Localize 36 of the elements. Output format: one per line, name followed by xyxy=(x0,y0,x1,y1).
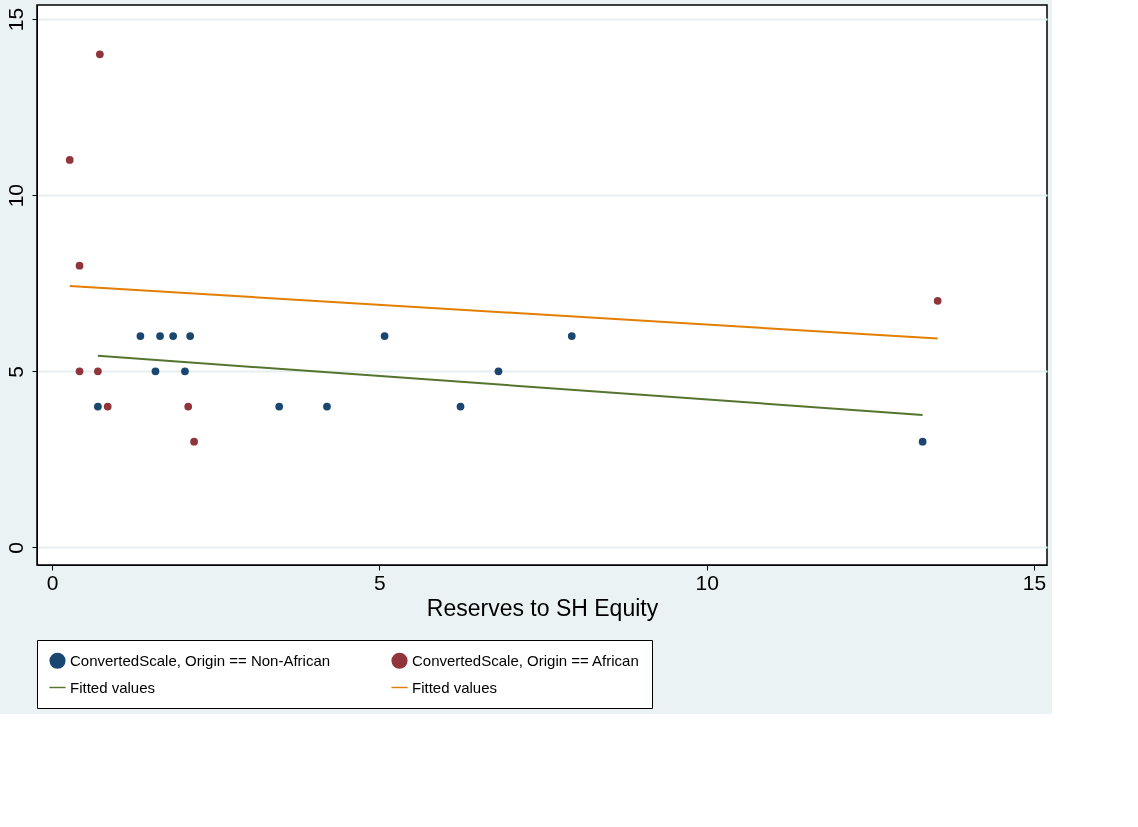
point xyxy=(456,402,465,411)
point xyxy=(380,332,389,340)
point xyxy=(275,402,284,411)
legend-label: Fitted values xyxy=(70,678,156,696)
point xyxy=(103,402,112,411)
point xyxy=(65,156,74,164)
point xyxy=(184,402,193,411)
point xyxy=(181,367,189,376)
point xyxy=(169,332,178,340)
x-tick-label: 10 xyxy=(695,570,719,594)
point xyxy=(933,296,942,305)
y-tick-label: 10 xyxy=(3,184,27,208)
point xyxy=(95,50,104,59)
point xyxy=(75,367,84,376)
point xyxy=(323,402,331,411)
point xyxy=(190,437,198,446)
point xyxy=(75,261,84,270)
point xyxy=(494,367,503,376)
x-tick-label: 15 xyxy=(1022,570,1047,594)
x-tick-label: 5 xyxy=(374,570,386,594)
point xyxy=(918,437,927,446)
x-tick-label: 0 xyxy=(46,570,59,594)
legend-label: ConvertedScale, Origin == Non-African xyxy=(70,651,331,669)
x-axis-title: Reserves to SH Equity xyxy=(426,594,659,621)
y-tick-label: 0 xyxy=(3,542,27,554)
legend-label: Fitted values xyxy=(412,678,498,696)
point xyxy=(151,367,160,376)
y-tick-label: 5 xyxy=(3,365,27,378)
point xyxy=(567,332,576,340)
point xyxy=(94,402,102,411)
point xyxy=(136,332,145,340)
point xyxy=(186,332,195,340)
point xyxy=(94,367,102,376)
y-tick-label: 15 xyxy=(3,7,27,32)
point xyxy=(156,332,164,340)
legend-label: ConvertedScale, Origin == African xyxy=(412,651,639,669)
